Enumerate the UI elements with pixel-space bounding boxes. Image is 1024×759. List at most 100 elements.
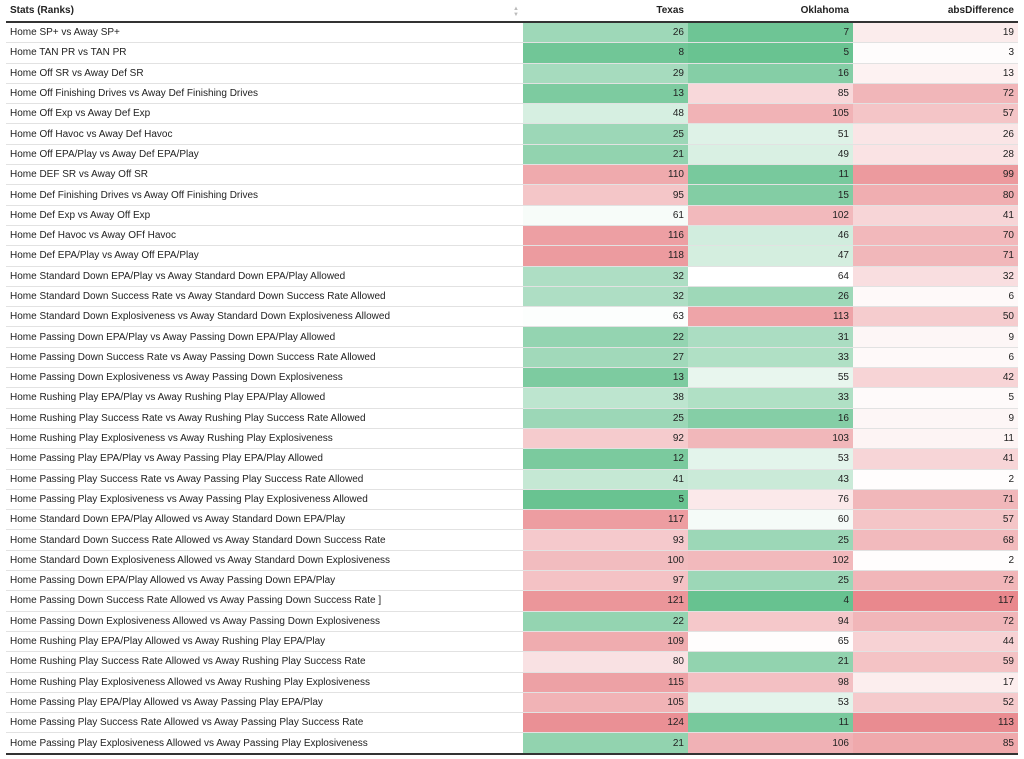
oklahoma-rank-cell: 49 <box>688 144 853 166</box>
stat-name-cell: Home Passing Play EPA/Play Allowed vs Aw… <box>6 692 523 714</box>
stat-name-cell: Home Passing Play Explosiveness vs Away … <box>6 489 523 511</box>
oklahoma-rank-cell: 102 <box>688 550 853 572</box>
abs-difference-cell: 2 <box>853 469 1018 490</box>
oklahoma-rank-cell: 76 <box>688 489 853 511</box>
stat-name-cell: Home Off Exp vs Away Def Exp <box>6 103 523 125</box>
stat-name-cell: Home Standard Down Success Rate Allowed … <box>6 529 523 551</box>
abs-difference-cell: 41 <box>853 205 1018 226</box>
table-row: Home Off Finishing Drives vs Away Def Fi… <box>6 83 1018 105</box>
texas-rank-cell: 32 <box>523 286 688 308</box>
texas-rank-cell: 105 <box>523 692 688 714</box>
texas-rank-cell: 21 <box>523 144 688 166</box>
abs-difference-cell: 52 <box>853 692 1018 714</box>
sort-icon[interactable]: ▲ ▼ <box>513 6 519 18</box>
table-row: Home Off Havoc vs Away Def Havoc 25 51 26 <box>6 123 1018 145</box>
abs-difference-cell: 80 <box>853 184 1018 206</box>
oklahoma-rank-cell: 33 <box>688 387 853 409</box>
abs-difference-cell: 44 <box>853 631 1018 653</box>
texas-rank-cell: 63 <box>523 306 688 328</box>
oklahoma-rank-cell: 15 <box>688 184 853 206</box>
abs-difference-cell: 3 <box>853 42 1018 64</box>
texas-rank-cell: 25 <box>523 123 688 145</box>
table-row: Home Rushing Play Explosiveness Allowed … <box>6 672 1018 693</box>
oklahoma-rank-cell: 31 <box>688 326 853 348</box>
abs-difference-cell: 71 <box>853 245 1018 267</box>
table-row: Home Def Finishing Drives vs Away Off Fi… <box>6 184 1018 206</box>
column-header-stats[interactable]: Stats (Ranks) ▲ ▼ <box>6 0 523 23</box>
texas-rank-cell: 13 <box>523 83 688 105</box>
oklahoma-rank-cell: 94 <box>688 611 853 632</box>
stat-name-cell: Home Rushing Play EPA/Play Allowed vs Aw… <box>6 631 523 653</box>
table-row: Home Def Exp vs Away Off Exp 61 102 41 <box>6 205 1018 226</box>
texas-rank-cell: 26 <box>523 22 688 44</box>
table-row: Home Standard Down Explosiveness vs Away… <box>6 306 1018 328</box>
abs-difference-cell: 9 <box>853 326 1018 348</box>
abs-difference-cell: 57 <box>853 103 1018 125</box>
table-row: Home SP+ vs Away SP+ 26 7 19 <box>6 22 1018 44</box>
table-row: Home Standard Down Success Rate Allowed … <box>6 529 1018 551</box>
stat-name-cell: Home Rushing Play EPA/Play vs Away Rushi… <box>6 387 523 409</box>
stat-name-cell: Home Off Havoc vs Away Def Havoc <box>6 123 523 145</box>
oklahoma-rank-cell: 25 <box>688 529 853 551</box>
table-row: Home DEF SR vs Away Off SR 110 11 99 <box>6 164 1018 186</box>
stat-name-cell: Home Def EPA/Play vs Away Off EPA/Play <box>6 245 523 267</box>
oklahoma-rank-cell: 16 <box>688 63 853 84</box>
table-row: Home Passing Down EPA/Play vs Away Passi… <box>6 326 1018 348</box>
oklahoma-rank-cell: 21 <box>688 651 853 673</box>
oklahoma-rank-cell: 98 <box>688 672 853 693</box>
table-row: Home Standard Down Success Rate vs Away … <box>6 286 1018 308</box>
oklahoma-rank-cell: 26 <box>688 286 853 308</box>
table-row: Home Passing Play EPA/Play Allowed vs Aw… <box>6 692 1018 714</box>
oklahoma-rank-cell: 113 <box>688 306 853 328</box>
texas-rank-cell: 97 <box>523 570 688 592</box>
oklahoma-rank-cell: 51 <box>688 123 853 145</box>
texas-rank-cell: 22 <box>523 326 688 348</box>
table-row: Home Standard Down EPA/Play Allowed vs A… <box>6 509 1018 531</box>
abs-difference-cell: 72 <box>853 611 1018 632</box>
oklahoma-rank-cell: 60 <box>688 509 853 531</box>
stats-table-container: Stats (Ranks) ▲ ▼ Texas Oklahoma absDiffe… <box>6 0 1018 755</box>
abs-difference-cell: 113 <box>853 712 1018 734</box>
column-header-texas[interactable]: Texas <box>523 0 688 23</box>
abs-difference-cell: 6 <box>853 286 1018 308</box>
table-row: Home Passing Play Success Rate Allowed v… <box>6 712 1018 734</box>
abs-difference-cell: 57 <box>853 509 1018 531</box>
stat-name-cell: Home Passing Down EPA/Play vs Away Passi… <box>6 326 523 348</box>
abs-difference-cell: 32 <box>853 266 1018 287</box>
table-row: Home Passing Down Explosiveness vs Away … <box>6 367 1018 389</box>
texas-rank-cell: 118 <box>523 245 688 267</box>
table-row: Home Def Havoc vs Away OFf Havoc 116 46 70 <box>6 225 1018 247</box>
abs-difference-cell: 50 <box>853 306 1018 328</box>
stat-name-cell: Home DEF SR vs Away Off SR <box>6 164 523 186</box>
texas-rank-cell: 38 <box>523 387 688 409</box>
oklahoma-rank-cell: 103 <box>688 428 853 450</box>
oklahoma-rank-cell: 53 <box>688 692 853 714</box>
column-header-absdifference[interactable]: absDifference <box>853 0 1018 23</box>
stat-name-cell: Home Standard Down EPA/Play vs Away Stan… <box>6 266 523 287</box>
oklahoma-rank-cell: 85 <box>688 83 853 105</box>
table-body: Home SP+ vs Away SP+ 26 7 19 Home TAN PR vs … <box>6 22 1018 755</box>
table-row: Home Rushing Play EPA/Play Allowed vs Aw… <box>6 631 1018 653</box>
texas-rank-cell: 22 <box>523 611 688 632</box>
stat-name-cell: Home Passing Play Success Rate vs Away P… <box>6 469 523 490</box>
oklahoma-rank-cell: 4 <box>688 590 853 612</box>
oklahoma-rank-cell: 105 <box>688 103 853 125</box>
oklahoma-rank-cell: 11 <box>688 712 853 734</box>
column-header-oklahoma[interactable]: Oklahoma <box>688 0 853 23</box>
abs-difference-cell: 5 <box>853 387 1018 409</box>
abs-difference-cell: 72 <box>853 570 1018 592</box>
abs-difference-cell: 6 <box>853 347 1018 369</box>
table-row: Home Passing Play Explosiveness vs Away … <box>6 489 1018 511</box>
stat-name-cell: Home Passing Play Explosiveness Allowed … <box>6 732 523 755</box>
abs-difference-cell: 28 <box>853 144 1018 166</box>
stat-name-cell: Home Passing Down EPA/Play Allowed vs Aw… <box>6 570 523 592</box>
table-row: Home Rushing Play Success Rate vs Away R… <box>6 408 1018 429</box>
abs-difference-cell: 99 <box>853 164 1018 186</box>
abs-difference-cell: 117 <box>853 590 1018 612</box>
abs-difference-cell: 68 <box>853 529 1018 551</box>
table-row: Home Passing Play Explosiveness Allowed … <box>6 732 1018 755</box>
abs-difference-cell: 19 <box>853 22 1018 44</box>
texas-rank-cell: 8 <box>523 42 688 64</box>
stat-name-cell: Home Def Havoc vs Away OFf Havoc <box>6 225 523 247</box>
texas-rank-cell: 41 <box>523 469 688 490</box>
